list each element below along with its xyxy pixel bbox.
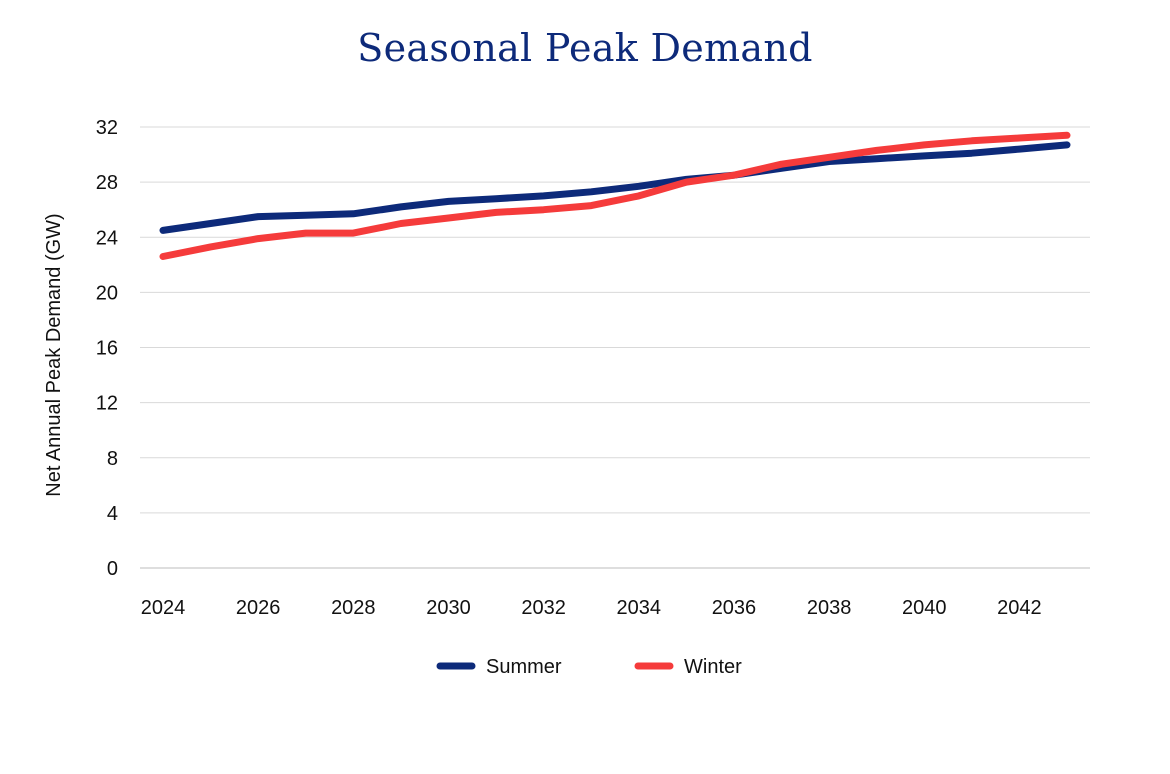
y-tick-label: 20 [96, 282, 118, 304]
y-tick-label: 28 [96, 172, 118, 194]
y-tick-label: 12 [96, 393, 118, 415]
legend-label-winter: Winter [684, 656, 742, 678]
gridlines [140, 126, 1090, 569]
x-tick-label: 2034 [617, 597, 662, 619]
y-tick-label: 8 [107, 448, 118, 470]
x-tick-label: 2028 [331, 597, 376, 619]
x-tick-label: 2042 [997, 597, 1042, 619]
x-tick-label: 2032 [521, 597, 566, 619]
series-line-winter [159, 131, 1071, 260]
legend-label-summer: Summer [486, 656, 562, 678]
y-tick-labels: 0 4 8 12 16 20 24 28 32 [96, 117, 118, 580]
x-tick-label: 2026 [236, 597, 281, 619]
series-lines [159, 131, 1071, 260]
y-axis-title: Net Annual Peak Demand (GW) [43, 213, 65, 496]
x-tick-label: 2024 [141, 597, 186, 619]
x-tick-label: 2038 [807, 597, 852, 619]
legend: Summer Winter [436, 656, 742, 678]
x-tick-label: 2036 [712, 597, 757, 619]
y-tick-label: 4 [107, 503, 118, 525]
x-tick-label: 2040 [902, 597, 947, 619]
chart-title: Seasonal Peak Demand [357, 26, 813, 70]
series-line-summer [159, 141, 1071, 234]
y-tick-label: 16 [96, 338, 118, 360]
x-tick-labels: 2024 2026 2028 2030 2032 2034 2036 2038 2040 2042 [141, 597, 1042, 619]
y-tick-label: 0 [107, 558, 118, 580]
y-tick-label: 32 [96, 117, 118, 139]
y-tick-label: 24 [96, 227, 118, 249]
x-tick-label: 2030 [426, 597, 471, 619]
